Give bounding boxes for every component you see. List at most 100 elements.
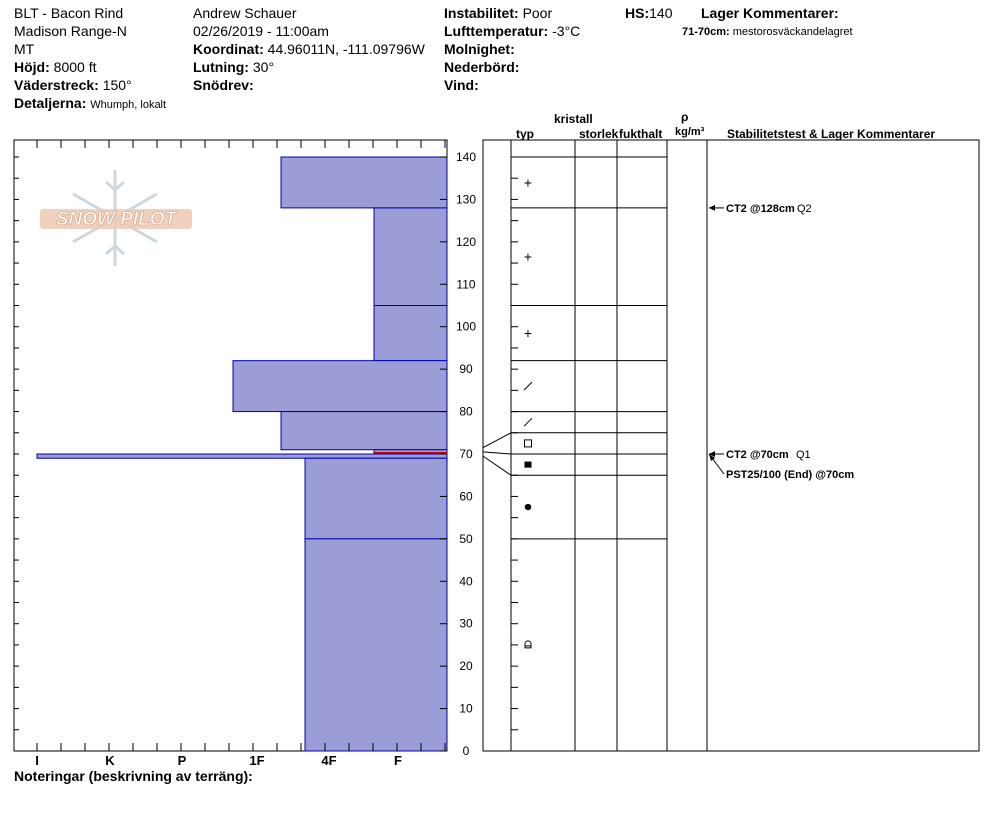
type-header: typ (516, 127, 534, 141)
stability-test-arrowhead (709, 454, 715, 461)
layer-table-frame (482, 139, 980, 752)
height-tick-label: 130 (456, 192, 476, 206)
height-tick-label: 10 (459, 702, 473, 716)
coordinate-row: Koordinat: 44.96011N, -111.09796W (193, 41, 425, 57)
grain-type-glyph (524, 640, 532, 649)
moisture-header: fukthalt (619, 127, 663, 141)
stability-test-label: CT2 @70cm (726, 449, 789, 461)
hardness-bar (280, 156, 448, 209)
stability-row: Instabilitet: Poor (444, 5, 552, 21)
density-unit: kg/m³ (675, 126, 705, 138)
crystal-header: kristall (554, 112, 593, 126)
precip-label: Nederbörd: (444, 59, 520, 75)
stability-test-label: PST25/100 (End) @70cm (726, 469, 854, 481)
grain-type-glyph (523, 381, 533, 391)
height-tick-label: 90 (459, 362, 473, 376)
height-tick-label: 20 (459, 659, 473, 673)
grain-type-glyph: + (524, 249, 532, 265)
slope-label: Lutning: (193, 59, 249, 75)
wind-row: Vind: (444, 77, 479, 93)
elevation-value: 8000 ft (53, 59, 97, 75)
hardness-tick-label: I (35, 753, 39, 768)
layer-connector-line (482, 432, 512, 449)
stability-test-quality: Q2 (797, 203, 812, 215)
height-tick-label: 60 (459, 489, 473, 503)
hs-label: HS: (625, 5, 650, 21)
observation-datetime: 02/26/2019 - 11:00am (193, 23, 329, 39)
sky-row: Molnighet: (444, 41, 515, 57)
hs-value: 140 (649, 5, 673, 21)
air-temp-label: Lufttemperatur: (444, 23, 549, 39)
grain-type-glyph (523, 417, 533, 427)
stability-test-label: CT2 @128cm (726, 203, 795, 215)
size-header: storlek (579, 127, 619, 141)
drift-row: Snödrev: (193, 77, 254, 93)
slope-value: 30° (252, 59, 275, 75)
grain-type-glyph (524, 461, 532, 468)
hardness-bar (36, 453, 448, 459)
grain-type-glyph (524, 503, 532, 511)
layer-comment-text: mestorosväckandelagret (732, 26, 853, 38)
wind-label: Vind: (444, 77, 479, 93)
grain-type-glyph: + (524, 174, 532, 190)
grain-type-glyph: + (524, 325, 532, 341)
coordinate-label: Koordinat: (193, 41, 264, 57)
stability-test-quality: Q1 (796, 449, 811, 461)
elevation-label: Höjd: (14, 59, 50, 75)
details-value: Whumph, lokalt (90, 99, 167, 111)
height-tick-label: 80 (459, 405, 473, 419)
stability-test-arrowhead (709, 204, 715, 211)
height-tick-label: 50 (459, 532, 473, 546)
drift-label: Snödrev: (193, 77, 254, 93)
stability-test-arrowhead (709, 451, 715, 457)
stability-label: Instabilitet: (444, 5, 519, 21)
grain-type-glyph (524, 439, 532, 448)
hs-row: HS:140 (625, 5, 672, 21)
hardness-bar (304, 457, 448, 540)
hardness-tick-label: P (178, 753, 187, 768)
hardness-bar (280, 411, 448, 451)
slope-row: Lutning: 30° (193, 59, 274, 75)
layer-comment-row: 71-70cm: mestorosväckandelagret (682, 24, 853, 40)
range-name: Madison Range-N (14, 23, 127, 39)
hardness-tick-label: 4F (321, 753, 336, 768)
elevation-row: Höjd: 8000 ft (14, 59, 96, 75)
height-tick-label: 140 (456, 150, 476, 164)
height-tick-label: 30 (459, 617, 473, 631)
height-tick-label: 40 (459, 574, 473, 588)
state-name: MT (14, 41, 35, 57)
air-temp-row: Lufttemperatur: -3°C (444, 23, 580, 39)
height-tick-label: 120 (456, 235, 476, 249)
layer-comments-title: Lager Kommentarer: (701, 5, 839, 21)
height-tick-label: 0 (463, 744, 470, 758)
hardness-tick-label: K (105, 753, 115, 768)
height-tick-label: 110 (456, 277, 475, 291)
stability-tests-header: Stabilitetstest & Lager Kommentarer (727, 127, 936, 141)
density-symbol: ρ (681, 110, 689, 124)
coordinate-value: 44.96011N, -111.09796W (267, 41, 425, 57)
terrain-notes-label: Noteringar (beskrivning av terräng): (14, 768, 253, 784)
layer-connector-line (482, 455, 512, 476)
hardness-bar (373, 305, 448, 362)
precip-row: Nederbörd: (444, 59, 519, 75)
location-name: BLT - Bacon Rind (14, 5, 124, 21)
hardness-bar (232, 360, 448, 413)
height-tick-label: 70 (459, 447, 473, 461)
details-row: Detaljerna: Whumph, lokalt (14, 95, 166, 113)
hardness-tick-label: 1F (249, 753, 264, 768)
observer-name: Andrew Schauer (193, 5, 297, 21)
hardness-tick-label: F (394, 753, 402, 768)
hardness-bar (373, 207, 448, 307)
aspect-row: Väderstreck: 150° (14, 77, 132, 93)
height-tick-label: 100 (456, 320, 476, 334)
layer-connector-line (482, 451, 512, 455)
details-label: Detaljerna: (14, 95, 87, 111)
air-temp-value: -3°C (552, 23, 581, 39)
stability-value: Poor (522, 5, 553, 21)
sky-label: Molnighet: (444, 41, 515, 57)
hardness-bar (304, 538, 448, 752)
aspect-value: 150° (102, 77, 132, 93)
aspect-label: Väderstreck: (14, 77, 99, 93)
layer-comment-range: 71-70cm: (682, 26, 730, 38)
